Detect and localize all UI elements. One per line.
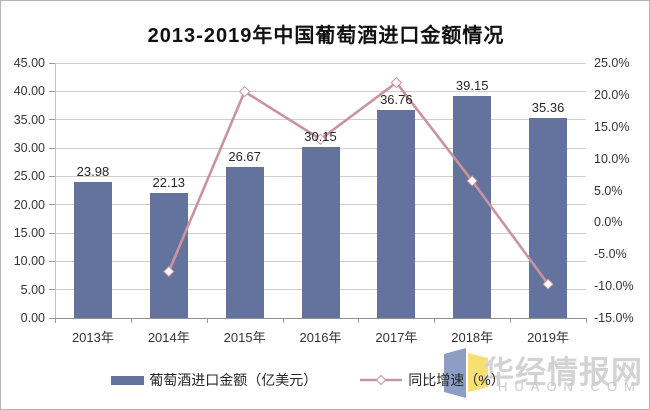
x-axis-category-label: 2014年 (147, 330, 190, 345)
bar-value-label: 39.15 (455, 78, 489, 94)
left-axis-tick (49, 175, 55, 177)
right-axis-tick-label: -15.0% (594, 311, 634, 325)
right-axis-tick-label: -5.0% (594, 247, 627, 262)
watermark-text-en: HUAON.COM (498, 379, 642, 394)
x-axis-tick (586, 319, 587, 323)
left-axis-line (55, 63, 56, 318)
x-axis-tick (130, 319, 132, 323)
left-axis-tick-label: 45.00 (13, 56, 45, 70)
gridline (55, 119, 586, 121)
bar-value-label: 30.15 (304, 129, 337, 145)
left-axis-tick-label: 5.00 (20, 282, 45, 297)
legend: 葡萄酒进口金额（亿美元） 同比增速（%） (1, 369, 633, 391)
left-axis-tick (49, 90, 55, 92)
right-axis-tick-label: 5.0% (594, 183, 623, 198)
left-axis-tick-label: 30.00 (13, 141, 45, 155)
bar-2013年 (73, 182, 112, 318)
left-axis-tick (49, 289, 55, 291)
line-diamond-swatch-icon (360, 374, 403, 386)
bar-swatch-icon (111, 375, 145, 385)
left-axis-tick-label: 35.00 (13, 112, 45, 127)
growth-line-marker (390, 76, 403, 89)
bar-2014年 (149, 192, 188, 318)
gridline (55, 62, 586, 64)
right-axis-tick-label: 15.0% (594, 119, 630, 134)
left-axis-tick (49, 147, 55, 149)
legend-item-import-amount: 葡萄酒进口金额（亿美元） (111, 370, 317, 390)
left-axis-tick-label: 15.00 (13, 226, 45, 240)
right-axis-tick-label: 25.0% (594, 56, 630, 70)
x-axis-category-label: 2019年 (527, 330, 570, 345)
legend-label-import-amount: 葡萄酒进口金额（亿美元） (149, 372, 318, 388)
bar-2015年 (225, 166, 264, 318)
x-axis-tick (434, 319, 436, 323)
x-axis-category-label: 2013年 (71, 330, 114, 345)
bar-value-label: 36.76 (380, 91, 413, 107)
left-axis-tick-label: 0.00 (20, 311, 45, 325)
huaon-logo-icon (444, 348, 488, 398)
x-axis-tick (358, 319, 360, 323)
bar-value-label: 23.98 (76, 164, 110, 180)
right-axis-tick-label: -10.0% (594, 279, 634, 294)
x-axis-tick (206, 319, 208, 323)
left-axis-tick-label: 40.00 (13, 84, 45, 99)
x-axis-category-label: 2018年 (451, 330, 494, 345)
left-axis-tick-label: 10.00 (13, 254, 45, 269)
x-axis-category-label: 2016年 (299, 330, 342, 345)
bar-value-label: 35.36 (531, 99, 565, 115)
right-axis-tick-label: 0.0% (594, 215, 623, 230)
legend-item-growth: 同比增速（%） (359, 370, 505, 390)
bar-value-label: 22.13 (152, 174, 186, 190)
watermark-text-cn: 华经情报网 (483, 355, 643, 390)
chart-title: 2013-2019年中国葡萄酒进口金额情况 (147, 25, 505, 47)
left-axis-tick (49, 317, 55, 319)
bar-2016年 (301, 147, 340, 318)
bar-2017年 (377, 109, 416, 318)
bar-2019年 (529, 117, 568, 318)
x-axis-category-label: 2017年 (375, 330, 418, 345)
legend-label-growth: 同比增速（%） (408, 372, 505, 388)
right-axis-tick-label: 10.0% (594, 151, 630, 166)
right-axis-tick-label: 20.0% (594, 87, 630, 102)
left-axis-tick-label: 20.00 (13, 197, 45, 212)
bar-2018年 (453, 96, 492, 318)
x-axis-tick (282, 319, 284, 323)
left-axis-tick (49, 260, 55, 262)
x-axis-category-label: 2015年 (223, 330, 266, 345)
left-axis-tick-label: 25.00 (13, 169, 45, 184)
x-axis-tick (55, 319, 56, 323)
gridline (55, 90, 586, 92)
left-axis-tick (49, 62, 55, 64)
left-axis-tick (49, 204, 55, 206)
left-axis-tick (49, 232, 55, 234)
bar-value-label: 26.67 (228, 148, 261, 164)
left-axis-tick (49, 119, 55, 121)
x-axis-tick (510, 319, 512, 323)
x-axis-line (55, 318, 587, 319)
